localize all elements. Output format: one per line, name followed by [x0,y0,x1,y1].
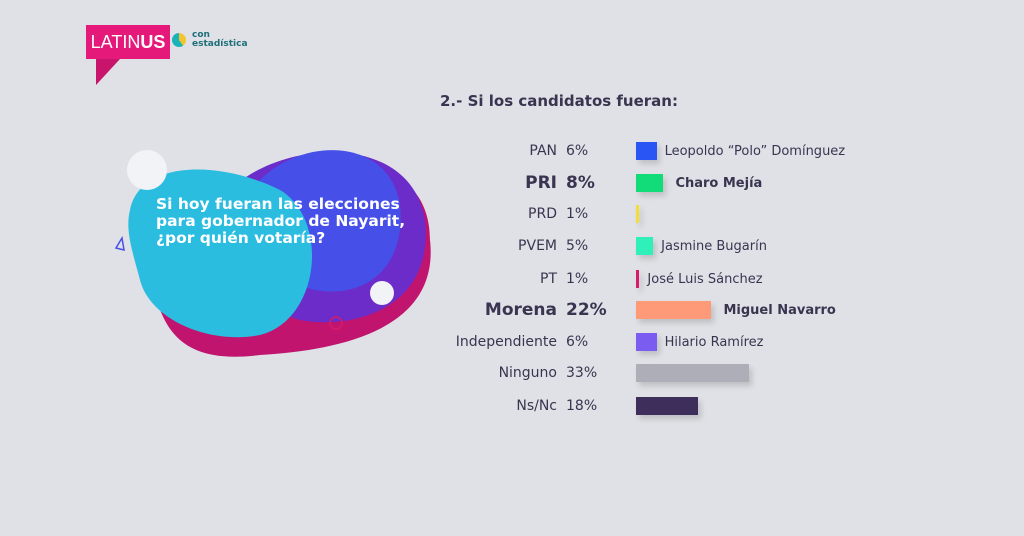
survey-question: Si hoy fueran las elecciones para gobern… [156,195,406,247]
bar [636,205,640,223]
party-label: Ns/Nc [516,398,557,414]
bar [636,142,657,160]
chart-title: 2.- Si los candidatos fueran: [440,92,678,110]
value-label: 1% [566,271,589,287]
bar [636,397,698,415]
bar-row: PAN 6% Leopoldo “Polo” Domínguez [0,141,1024,161]
decorative-blob [114,150,431,357]
bar-row: PVEM 5% Jasmine Bugarín [0,236,1024,256]
bar [636,364,750,382]
bar [636,174,664,192]
value-label: 22% [566,300,607,320]
candidate-label: Leopoldo “Polo” Domínguez [664,143,846,159]
party-label: Independiente [455,334,557,350]
party-label: PRI [525,173,557,193]
logo-tail [96,59,120,85]
bar [636,333,657,351]
estadistica-icon [172,33,186,47]
value-label: 5% [566,238,589,254]
bar-row: Ninguno 33% [0,363,1024,383]
value-label: 8% [566,173,595,193]
party-label: Ninguno [498,365,557,381]
bar-row: Ns/Nc 18% [0,396,1024,416]
party-label: PVEM [518,238,557,254]
candidate-label: Miguel Navarro [723,302,836,318]
party-label: PT [540,271,557,287]
bar [636,270,640,288]
candidate-label: José Luis Sánchez [647,271,763,287]
partner-logo: con estadística [192,30,248,49]
value-label: 33% [566,365,598,381]
party-label: PRD [528,206,557,222]
party-label: PAN [529,143,557,159]
bar-row: PRI 8% Charo Mejía [0,173,1024,193]
latinus-logo: LATINUS [86,25,170,59]
bar-row: PRD 1% [0,204,1024,224]
value-label: 6% [566,334,589,350]
value-label: 18% [566,398,598,414]
value-label: 1% [566,206,589,222]
candidate-label: Charo Mejía [675,175,763,191]
value-label: 6% [566,143,589,159]
party-label: Morena [484,300,557,320]
candidate-label: Jasmine Bugarín [661,238,767,254]
bar [636,301,712,319]
bar-row: Morena 22% Miguel Navarro [0,300,1024,320]
candidate-label: Hilario Ramírez [664,334,764,350]
bar-row: PT 1% José Luis Sánchez [0,269,1024,289]
bar-row: Independiente 6% Hilario Ramírez [0,332,1024,352]
bar [636,237,654,255]
